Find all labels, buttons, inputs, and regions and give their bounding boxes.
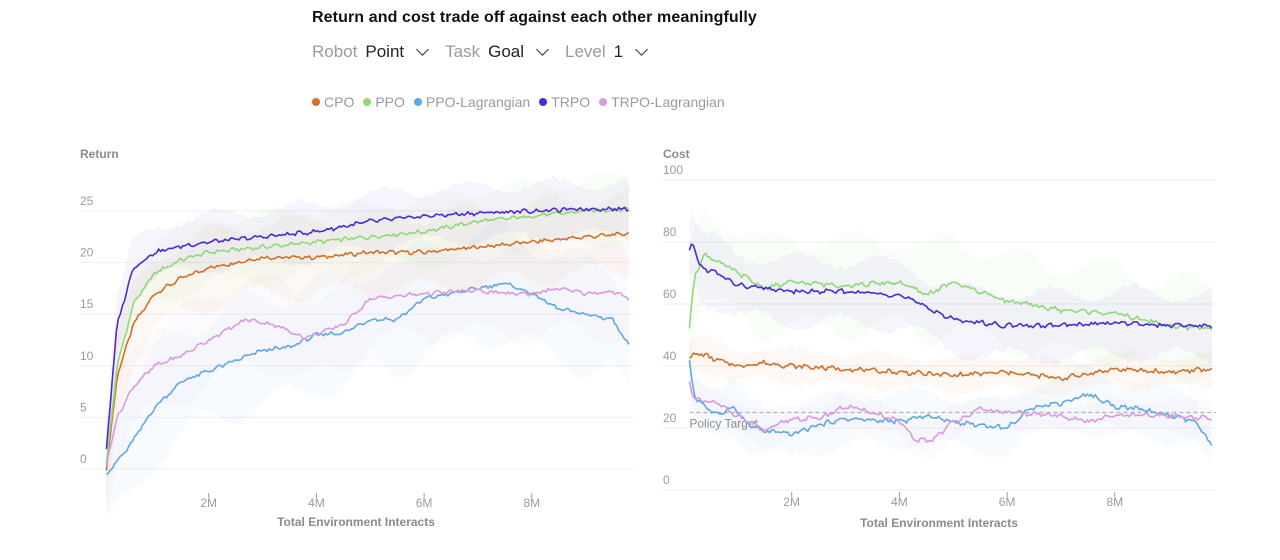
confidence-band-trpo-lagrangian [106,239,629,517]
confidence-band-ppo [689,210,1212,384]
legend-item-ppo[interactable]: PPO [363,94,405,110]
filter-controls: Robot Point Task Goal Level 1 [312,42,664,62]
legend-dot-icon [363,98,372,106]
series-line-cpo[interactable] [688,352,1213,382]
x-axis-title: Total Environment Interacts [277,515,435,529]
confidence-band-cpo [106,187,629,507]
y-tick-label: 0 [663,473,670,487]
confidence-band-trpo-lagrangian [689,362,1212,460]
task-select[interactable]: Task Goal [445,42,549,62]
page-title: Return and cost trade off against each o… [312,9,757,26]
confidence-band-cpo [689,334,1212,398]
legend-item-ppo-lagrangian[interactable]: PPO-Lagrangian [413,94,531,110]
series-line-trpo-lagrangian[interactable] [688,381,1213,444]
legend-label: CPO [324,94,355,110]
task-value: Goal [488,42,525,61]
robot-value: Point [365,42,405,61]
x-tick-label: 4M [891,495,908,509]
y-tick-label: 60 [663,287,677,301]
legend-label: TRPO [551,94,591,110]
series-line-trpo[interactable] [688,243,1213,329]
legend-label: TRPO-Lagrangian [611,94,725,110]
y-tick-label: 20 [80,246,94,260]
x-axis-title: Total Environment Interacts [860,516,1018,530]
confidence-band-ppo [106,171,629,502]
x-tick-label: 8M [523,496,540,510]
robot-label: Robot [312,42,358,61]
robot-select[interactable]: Robot Point [312,42,429,62]
confidence-band-trpo [689,214,1212,366]
legend-label: PPO [375,94,405,110]
y-tick-label: 10 [80,349,94,363]
y-axis-title: Return [80,147,119,161]
y-tick-label: 0 [80,452,87,466]
series-line-ppo[interactable] [105,206,630,465]
y-tick-label: 25 [80,194,94,208]
series-line-trpo-lagrangian[interactable] [105,287,630,466]
legend-item-trpo[interactable]: TRPO [539,94,590,110]
x-tick-label: 8M [1106,495,1123,509]
chart-legend: CPO PPO PPO-Lagrangian TRPO TRPO-Lagrang… [312,94,734,110]
x-tick-label: 6M [416,496,433,510]
x-tick-label: 4M [308,496,325,510]
confidence-band-ppo-lagrangian [689,340,1212,466]
y-tick-label: 100 [663,163,683,177]
level-value: 1 [613,42,624,61]
x-tick-label: 2M [783,495,800,509]
series-line-cpo[interactable] [105,231,630,471]
legend-dot-icon [312,98,320,106]
level-select[interactable]: Level 1 [565,42,648,62]
confidence-band-trpo [106,176,629,473]
task-label: Task [445,42,481,61]
level-label: Level [565,42,606,61]
y-tick-label: 20 [663,411,677,425]
series-line-ppo-lagrangian[interactable] [105,282,630,476]
legend-dot-icon [599,98,608,106]
policy-target-label: Policy Target [689,417,758,431]
x-tick-label: 6M [999,495,1016,509]
legend-item-cpo[interactable]: CPO [312,94,354,110]
y-tick-label: 15 [80,297,94,311]
y-tick-label: 80 [663,225,677,239]
legend-label: PPO-Lagrangian [425,94,531,110]
legend-item-trpo-lagrangian[interactable]: TRPO-Lagrangian [599,94,725,110]
y-tick-label: 40 [663,349,677,363]
y-axis-title: Cost [663,147,690,161]
series-line-trpo[interactable] [105,206,629,449]
series-line-ppo[interactable] [688,252,1213,331]
y-tick-label: 5 [80,400,87,414]
x-tick-label: 2M [200,496,217,510]
legend-dot-icon [413,98,422,106]
legend-dot-icon [539,98,548,106]
